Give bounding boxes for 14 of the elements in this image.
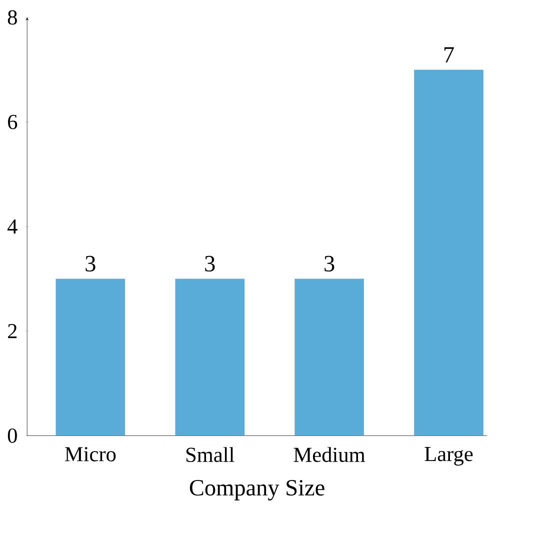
y-tick-label: 4 [8, 219, 18, 234]
data-label: 3 [324, 256, 334, 272]
y-tick-label: 8 [8, 10, 17, 25]
x-tick-label: Medium [294, 446, 366, 462]
data-label: 7 [444, 47, 454, 62]
x-tick-label: Small [186, 446, 234, 462]
y-tick-label: 0 [8, 428, 17, 443]
y-tick-label: 6 [8, 114, 18, 130]
x-tick-label: Micro [64, 446, 116, 462]
data-label: 3 [205, 256, 215, 272]
x-axis-title: Company Size [190, 480, 324, 500]
x-tick-label: Large [424, 446, 473, 466]
y-tick-label: 2 [8, 324, 17, 338]
data-label: 3 [86, 256, 96, 272]
